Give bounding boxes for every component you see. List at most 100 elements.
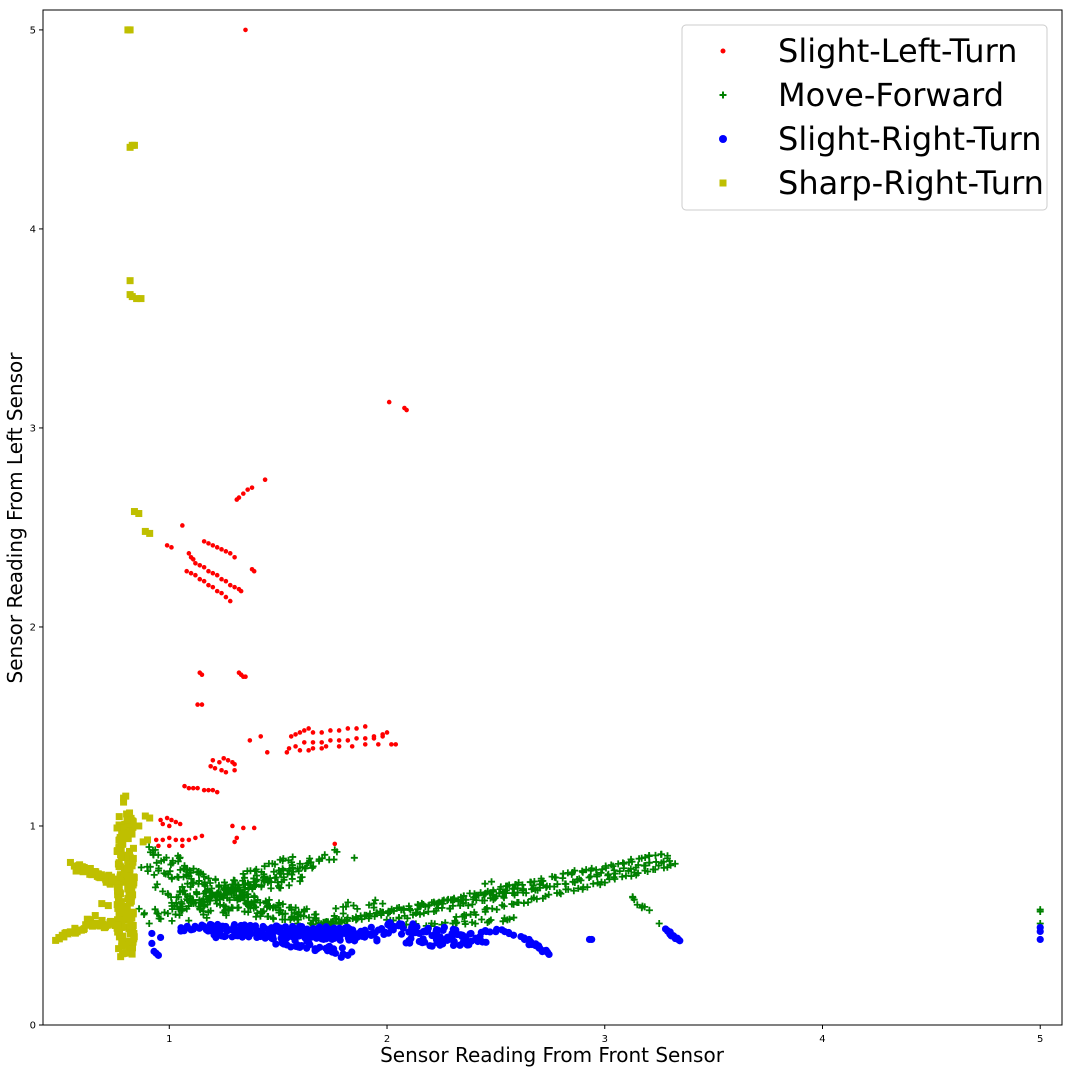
data-point [231, 877, 239, 885]
legend: Slight-Left-Turn Move-Forward Slight-Rig… [681, 24, 1048, 211]
data-point [438, 904, 446, 912]
data-point [201, 578, 207, 584]
data-point [180, 873, 188, 881]
data-point [358, 915, 366, 923]
data-point [530, 877, 538, 885]
data-point [450, 894, 458, 902]
data-point [365, 901, 373, 909]
data-point [362, 742, 368, 747]
data-point [241, 908, 249, 916]
y-axis-ticks: 0 1 2 3 4 5 [30, 25, 43, 1032]
data-point [634, 861, 642, 869]
data-point [545, 891, 553, 899]
data-point [345, 738, 351, 743]
data-point [129, 854, 137, 862]
data-point [154, 951, 162, 959]
data-point [306, 855, 314, 863]
data-point [173, 893, 181, 901]
data-point [94, 919, 102, 927]
data-point [120, 829, 128, 837]
data-point [354, 726, 359, 731]
data-point [500, 914, 508, 922]
data-point [641, 903, 649, 911]
data-point [336, 744, 342, 749]
data-point [306, 726, 311, 731]
data-point [553, 880, 561, 888]
data-point [660, 858, 668, 866]
data-point [250, 892, 258, 900]
data-point [126, 847, 134, 855]
data-point [536, 884, 544, 892]
data-point [186, 785, 192, 791]
data-point [214, 545, 220, 550]
data-point [257, 910, 265, 918]
data-point [583, 883, 591, 891]
data-point [489, 886, 497, 894]
data-point [491, 894, 499, 902]
data-point [66, 858, 74, 866]
data-point [199, 672, 205, 678]
data-point [232, 767, 237, 773]
plot-area-frame [42, 9, 1063, 1026]
data-point [117, 923, 125, 931]
data-point [593, 872, 601, 880]
data-point [91, 912, 99, 920]
data-point [161, 908, 169, 916]
data-point [199, 702, 205, 707]
data-point [261, 862, 269, 870]
data-point [130, 141, 138, 149]
data-point [220, 902, 228, 910]
data-point [223, 549, 229, 554]
data-point [116, 836, 124, 844]
data-point [587, 872, 595, 880]
data-point [366, 910, 374, 918]
data-point [325, 930, 333, 938]
data-point [419, 935, 427, 943]
data-point [118, 942, 126, 950]
data-point [328, 738, 333, 743]
data-point [373, 935, 381, 944]
data-point [539, 877, 547, 885]
data-point [297, 730, 303, 735]
data-point [342, 903, 350, 911]
data-point [468, 918, 476, 926]
data-point [117, 824, 125, 832]
data-point [75, 864, 83, 872]
x-tick-label: 3 [602, 1034, 608, 1045]
data-point [208, 891, 216, 899]
data-point [200, 880, 208, 888]
data-point [195, 877, 203, 885]
data-point [184, 568, 190, 574]
data-point [312, 934, 321, 942]
data-point [164, 871, 172, 879]
data-point [110, 920, 118, 928]
data-point [471, 920, 479, 928]
data-point [180, 523, 185, 528]
data-point [128, 830, 136, 838]
data-point [184, 923, 192, 932]
data-point [141, 812, 149, 820]
data-point [133, 295, 141, 303]
data-point [82, 921, 90, 929]
data-point [293, 913, 301, 921]
data-point [461, 920, 469, 928]
data-point [468, 900, 476, 908]
data-point [122, 923, 130, 931]
data-point [488, 878, 496, 886]
data-point [302, 864, 310, 872]
data-point [568, 870, 576, 878]
data-point [267, 884, 275, 892]
data-point [98, 900, 106, 908]
data-point [206, 787, 211, 793]
data-point [160, 837, 166, 843]
data-point [676, 937, 684, 945]
data-point [384, 921, 392, 929]
data-point [195, 870, 203, 878]
data-point [597, 869, 605, 877]
data-point [190, 556, 196, 562]
data-point [354, 736, 359, 741]
data-point [124, 885, 132, 893]
data-point [251, 825, 257, 831]
data-point [513, 898, 521, 906]
